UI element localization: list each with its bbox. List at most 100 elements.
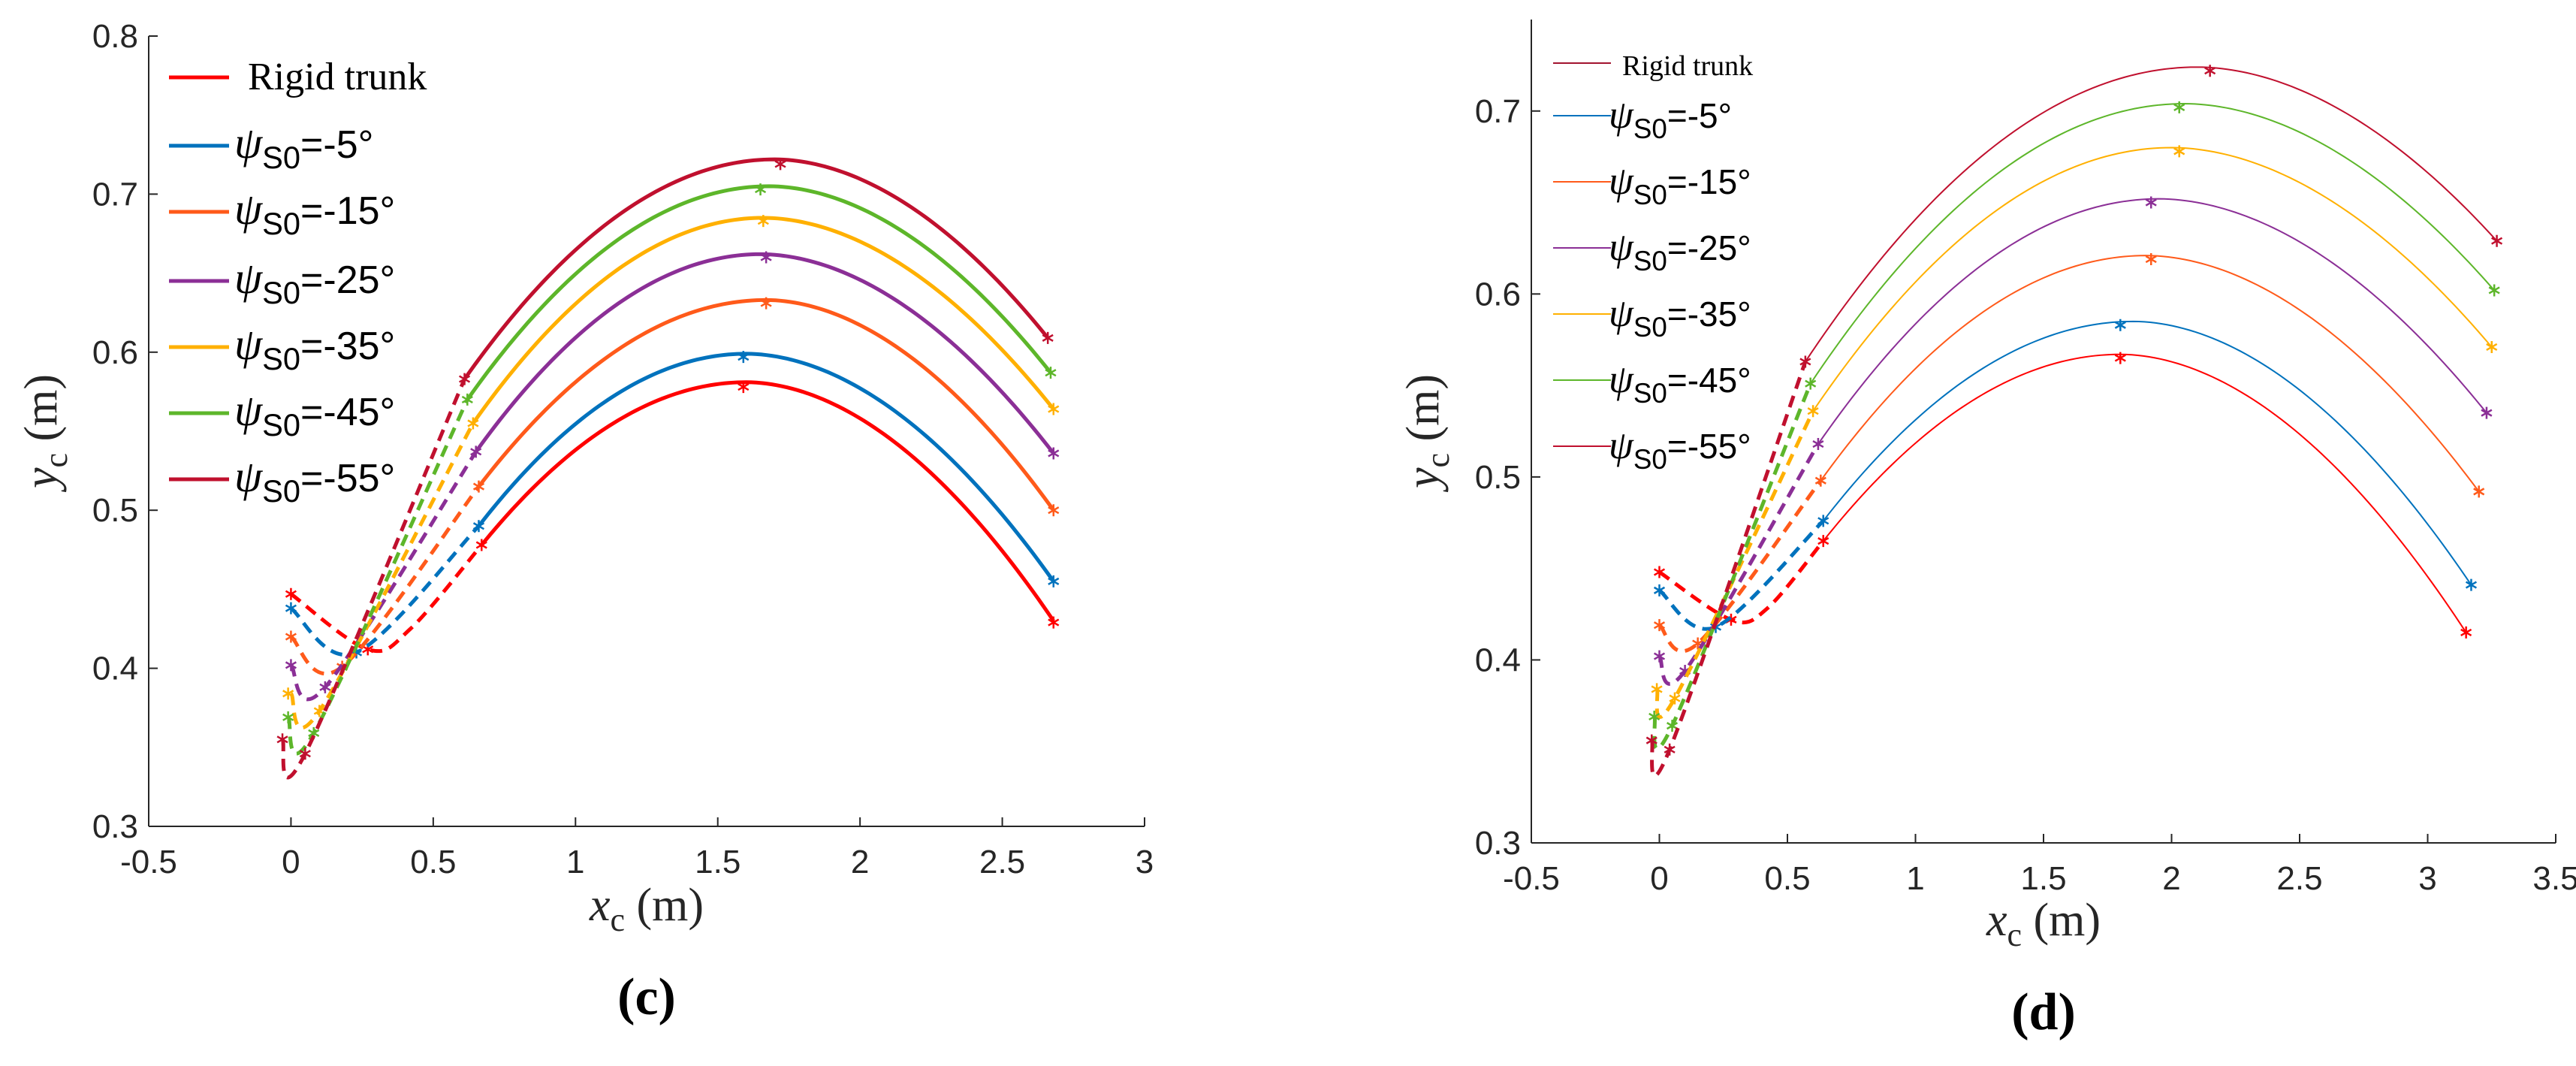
series-psi-45: ψS0=-45° — [1553, 101, 2500, 750]
data-point-marker — [774, 158, 786, 171]
legend-symbol: ψ — [234, 184, 263, 234]
dashed-line — [1649, 361, 1808, 778]
dashed-line — [289, 524, 481, 657]
solid-line — [480, 380, 1055, 622]
legend-value: =-45° — [300, 391, 395, 434]
data-point-marker — [458, 373, 471, 385]
series-psi-5: ψS0=-5° — [1553, 93, 2478, 633]
dashed-line — [289, 451, 478, 702]
legend-symbol: ψ — [1609, 93, 1634, 137]
x-axis-label-var: x — [1986, 895, 2007, 946]
data-point-marker — [1653, 619, 1666, 632]
dashed-line — [286, 398, 469, 756]
legend-symbol: ψ — [1609, 291, 1634, 335]
data-point-marker — [472, 480, 485, 493]
data-point-marker — [1653, 584, 1666, 596]
legend-label: Rigid trunk — [1622, 50, 1753, 82]
series-psi-15: ψS0=-15° — [1553, 159, 2485, 654]
solid-line — [1817, 198, 2487, 445]
legend-label: Rigid trunk — [248, 56, 427, 98]
x-axis-label-var: x — [589, 880, 611, 931]
y-tick-label: 0.7 — [1475, 93, 1521, 130]
solid-line — [1822, 353, 2467, 633]
data-point-marker — [1042, 331, 1054, 344]
x-tick-label: 0 — [1650, 860, 1668, 897]
x-tick-label: 2 — [851, 844, 869, 880]
data-point-marker — [475, 539, 487, 551]
y-axis-label-sub: c — [1419, 453, 1456, 468]
x-tick-label: 3.5 — [2532, 860, 2576, 897]
x-tick-label: 0.5 — [1764, 860, 1810, 897]
legend-value: =-15° — [300, 189, 395, 233]
data-point-marker — [282, 687, 294, 700]
legend-value: =-5° — [300, 123, 373, 167]
data-point-marker — [1805, 377, 1817, 390]
series-psi-25: ψS0=-25° — [169, 251, 1060, 702]
series-rigid-trunk: Rigid trunk — [169, 56, 1060, 656]
legend-label: ψS0=-15° — [1609, 159, 1751, 210]
legend-symbol: ψ — [234, 451, 263, 501]
y-axis-label-sub: c — [38, 453, 74, 468]
legend-value: =-15° — [1667, 162, 1751, 201]
data-point-marker — [1812, 438, 1824, 451]
data-point-marker — [2114, 319, 2126, 331]
panel-label: (c) — [617, 968, 676, 1026]
legend-subscript: S0 — [262, 407, 300, 442]
legend-symbol: ψ — [234, 385, 263, 435]
data-point-marker — [2204, 65, 2216, 77]
solid-line — [474, 252, 1055, 454]
x-axis-label: xc (m) — [589, 880, 704, 938]
solid-line — [466, 184, 1052, 401]
dashed-line — [289, 422, 475, 729]
data-point-marker — [461, 393, 473, 406]
legend-value: =-35° — [1667, 294, 1751, 334]
data-point-marker — [1048, 403, 1060, 415]
legend-subscript: S0 — [1633, 246, 1667, 276]
y-axis-label-var: y — [1398, 467, 1449, 493]
y-tick-label: 0.8 — [92, 18, 138, 55]
x-tick-label: 1.5 — [2020, 860, 2066, 897]
y-axis-label: yc (m) — [1398, 374, 1456, 493]
legend-symbol: ψ — [1609, 225, 1634, 269]
legend-symbol: ψ — [234, 319, 263, 369]
data-point-marker — [1817, 535, 1829, 548]
x-axis-label-unit: (m) — [625, 880, 704, 931]
data-point-marker — [754, 183, 767, 196]
series-psi-25: ψS0=-25° — [1553, 196, 2493, 686]
data-point-marker — [2173, 101, 2185, 113]
data-point-marker — [1666, 720, 1679, 732]
legend-value: =-5° — [1667, 96, 1732, 135]
legend-symbol: ψ — [1609, 424, 1634, 467]
legend-subscript: S0 — [262, 341, 300, 376]
x-axis-label-unit: (m) — [2022, 895, 2101, 946]
y-tick-label: 0.5 — [92, 492, 138, 529]
data-point-marker — [1799, 355, 1811, 368]
y-tick-label: 0.3 — [92, 808, 138, 845]
data-point-marker — [2486, 340, 2498, 353]
legend-label: ψS0=-35° — [1609, 291, 1751, 343]
legend-label: ψS0=-15° — [234, 184, 395, 241]
dashed-line — [1652, 382, 1813, 750]
series-psi-5: ψS0=-5° — [169, 118, 1060, 659]
legend-label: ψS0=-5° — [1609, 93, 1732, 144]
y-tick-label: 0.4 — [92, 651, 138, 687]
data-point-marker — [760, 251, 772, 264]
x-axis-label: xc (m) — [1986, 895, 2101, 953]
legend-value: =-35° — [300, 325, 395, 368]
legend-subscript: S0 — [262, 473, 300, 509]
data-point-marker — [1045, 367, 1057, 379]
series-psi-35: ψS0=-35° — [169, 215, 1060, 729]
data-point-marker — [1048, 447, 1060, 460]
legend-label: ψS0=-45° — [234, 385, 395, 442]
dashed-line — [1658, 442, 1820, 686]
data-point-marker — [2481, 406, 2493, 419]
x-tick-label: 2 — [2162, 860, 2180, 897]
dashed-line — [289, 543, 484, 654]
x-tick-label: 0.5 — [410, 844, 456, 880]
solid-line — [1809, 103, 2495, 385]
data-point-marker — [319, 681, 331, 693]
x-tick-label: 1 — [1906, 860, 1924, 897]
solid-line — [1820, 255, 2480, 492]
